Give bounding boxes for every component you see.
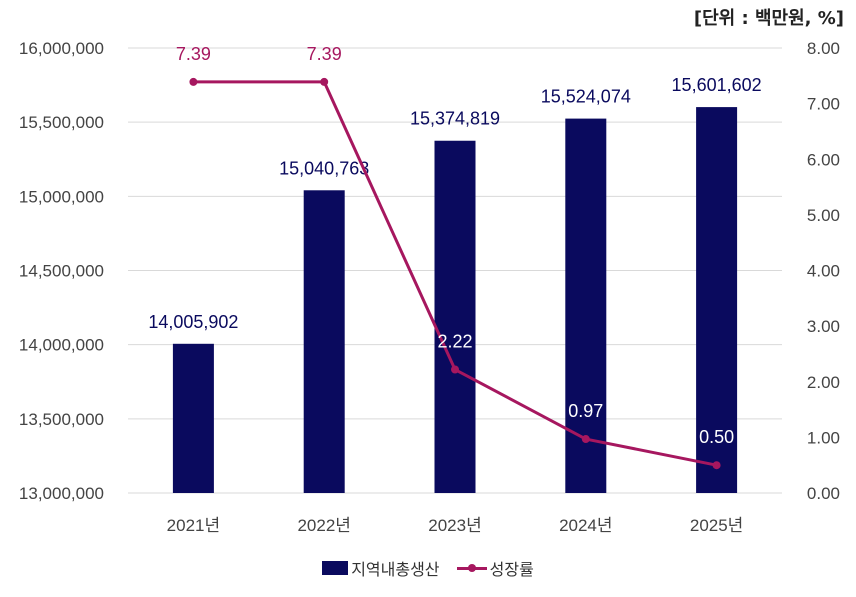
y-right-tick-label: 7.00 <box>807 95 840 114</box>
y-left-tick-label: 14,500,000 <box>19 262 104 281</box>
x-tick-label: 2024년 <box>559 516 612 535</box>
x-tick-label: 2025년 <box>690 516 743 535</box>
bar <box>172 343 214 493</box>
legend: 지역내총생산 성장률 <box>0 556 856 580</box>
y-left-tick-label: 13,000,000 <box>19 484 104 503</box>
line-point <box>451 365 459 374</box>
y-right-tick-label: 4.00 <box>807 262 840 281</box>
bar-data-label: 15,040,763 <box>279 158 369 178</box>
x-tick-label: 2023년 <box>428 516 481 535</box>
bar-data-label: 15,601,602 <box>672 75 762 95</box>
unit-label: [단위 : 백만원, %] <box>693 8 844 29</box>
line-point <box>189 77 198 86</box>
line-point <box>581 435 590 444</box>
y-right-tick-label: 8.00 <box>807 39 840 58</box>
y-right-tick-label: 5.00 <box>807 206 840 225</box>
line-data-label: 2.22 <box>437 332 472 352</box>
bar <box>434 140 476 494</box>
y-left-tick-label: 15,000,000 <box>19 187 104 206</box>
y-right-tick-label: 0.00 <box>807 484 840 503</box>
y-left-tick-label: 13,500,000 <box>19 410 104 429</box>
legend-item-bar[interactable]: 지역내총생산 <box>322 556 440 580</box>
line-data-label: 7.39 <box>176 44 211 64</box>
y-left-tick-label: 14,000,000 <box>19 336 104 355</box>
line-data-label: 7.39 <box>307 44 342 64</box>
y-left-tick-label: 15,500,000 <box>19 113 104 132</box>
line-point <box>712 461 721 470</box>
line-data-label: 0.50 <box>699 427 734 447</box>
y-right-tick-label: 1.00 <box>807 428 840 447</box>
legend-label-bar: 지역내총생산 <box>351 560 440 579</box>
x-tick-label: 2022년 <box>297 516 350 535</box>
legend-swatch-bar <box>322 561 349 575</box>
bar-data-label: 14,005,902 <box>148 312 238 332</box>
x-tick-label: 2021년 <box>167 516 220 535</box>
line-point <box>320 77 329 86</box>
legend-swatch-line <box>456 561 487 575</box>
legend-label-line: 성장률 <box>489 560 534 579</box>
bar-data-label: 15,374,819 <box>410 109 500 129</box>
bar <box>696 107 738 493</box>
bar-data-label: 15,524,074 <box>541 87 631 107</box>
legend-item-line[interactable]: 성장률 <box>456 556 534 580</box>
line-data-label: 0.97 <box>568 401 603 421</box>
y-left-tick-label: 16,000,000 <box>19 39 104 58</box>
y-right-tick-label: 2.00 <box>807 373 840 392</box>
bar <box>303 190 345 494</box>
y-right-tick-label: 3.00 <box>807 317 840 336</box>
y-right-tick-label: 6.00 <box>807 150 840 169</box>
